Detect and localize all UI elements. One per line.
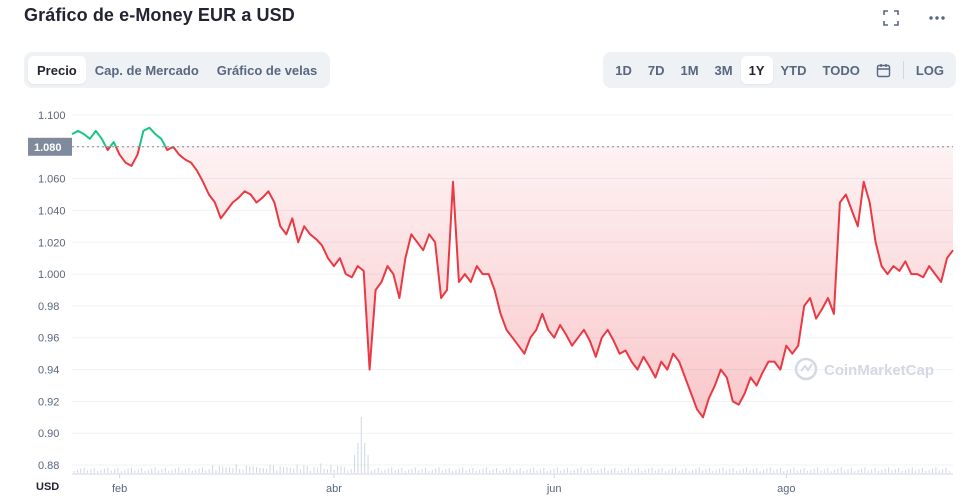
log-scale-toggle[interactable]: LOG — [915, 62, 944, 78]
range-ytd[interactable]: YTD — [780, 62, 807, 78]
fullscreen-icon[interactable] — [881, 8, 901, 28]
range-1m[interactable]: 1M — [680, 62, 699, 78]
y-tick-label: 0.90 — [38, 428, 59, 440]
reference-price-label: 1.080 — [34, 142, 62, 154]
tab-market-cap[interactable]: Cap. de Mercado — [94, 62, 199, 78]
coinmarketcap-watermark — [794, 357, 818, 381]
y-tick-label: 0.94 — [38, 365, 59, 377]
range-3m[interactable]: 3M — [714, 62, 733, 78]
tab-candlestick[interactable]: Gráfico de velas — [216, 62, 318, 78]
range-all[interactable]: TODO — [822, 62, 860, 78]
more-horizontal-icon[interactable] — [927, 8, 947, 28]
y-tick-label: 1.020 — [38, 237, 66, 249]
price-area-fill — [106, 146, 953, 418]
reference-price-tag — [28, 137, 72, 156]
time-range-tabs: 1D 7D 1M 3M 1Y YTD TODO LOG — [603, 52, 956, 88]
x-tick-label: abr — [326, 483, 342, 495]
calendar-icon[interactable] — [868, 56, 899, 84]
watermark-text: CoinMarketCap — [824, 362, 934, 379]
y-tick-label: 0.98 — [38, 301, 59, 313]
x-tick-label: jun — [546, 483, 562, 495]
price-line-down — [104, 146, 954, 419]
price-chart: 1.100 1.080 1.060 1.040 1.020 1.000 0.98 0.96 0.… — [28, 110, 954, 495]
range-1y[interactable]: 1Y — [740, 56, 773, 84]
y-tick-label: 1.060 — [38, 174, 66, 186]
x-tick-label: feb — [112, 483, 127, 495]
x-tick-label: ago — [777, 483, 795, 495]
y-tick-label: 1.040 — [38, 205, 66, 217]
chart-type-tabs: Precio Cap. de Mercado Gráfico de velas — [24, 52, 331, 88]
y-tick-label: 0.96 — [38, 333, 59, 345]
y-tick-label: 0.92 — [38, 396, 59, 408]
y-tick-label: 1.100 — [38, 110, 66, 122]
chart-header-actions — [881, 8, 947, 28]
y-tick-label: 0.88 — [38, 460, 59, 472]
range-7d[interactable]: 7D — [647, 62, 665, 78]
range-1d[interactable]: 1D — [615, 62, 632, 78]
y-tick-label: 1.000 — [38, 269, 66, 281]
currency-label: USD — [36, 481, 59, 493]
range-divider — [902, 61, 904, 79]
chart-title: Gráfico de e-Money EUR a USD — [24, 5, 295, 25]
tab-precio[interactable]: Precio — [28, 56, 86, 84]
